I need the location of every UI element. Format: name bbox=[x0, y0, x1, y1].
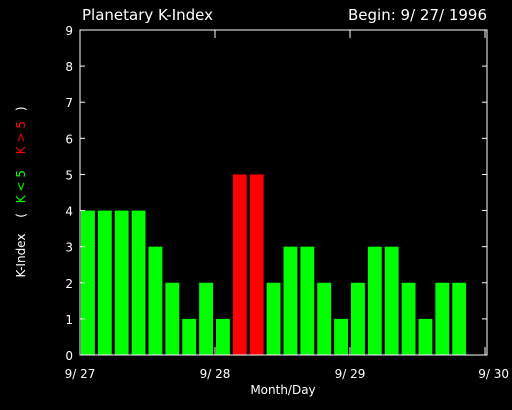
chart-title: Planetary K-Index bbox=[82, 6, 213, 24]
y-axis-label: K-Index bbox=[14, 234, 28, 278]
k-index-bar bbox=[131, 210, 146, 355]
k-index-bar bbox=[452, 282, 467, 355]
y-tick-label: 9 bbox=[65, 24, 73, 38]
x-axis-label: Month/Day bbox=[250, 383, 315, 397]
k-index-bar bbox=[317, 282, 332, 355]
plot-frame bbox=[79, 29, 488, 356]
k-index-bar bbox=[232, 174, 247, 355]
y-axis-label-high: K > 5 bbox=[14, 121, 28, 154]
y-tick-label: 7 bbox=[65, 96, 73, 110]
x-tick-label: 9/ 27 bbox=[65, 367, 96, 381]
x-tick-label: 9/ 28 bbox=[200, 367, 231, 381]
y-axis-label-close-paren: ) bbox=[14, 106, 28, 111]
y-tick-label: 3 bbox=[65, 241, 73, 255]
k-index-bar bbox=[114, 210, 129, 355]
bar-series bbox=[81, 174, 467, 355]
y-tick-label: 8 bbox=[65, 60, 73, 74]
k-index-bar bbox=[384, 246, 399, 355]
k-index-bar bbox=[182, 318, 197, 355]
y-tick-label: 5 bbox=[65, 168, 73, 182]
k-index-bar bbox=[300, 246, 315, 355]
k-index-bar bbox=[283, 246, 298, 355]
y-axis-label-open-paren: ( bbox=[14, 213, 28, 218]
x-tick-label: 9/ 29 bbox=[335, 367, 366, 381]
y-tick-label: 6 bbox=[65, 132, 73, 146]
k-index-bar bbox=[97, 210, 112, 355]
y-tick-label: 0 bbox=[65, 349, 73, 363]
k-index-bar bbox=[148, 246, 163, 355]
y-tick-label: 1 bbox=[65, 313, 73, 327]
k-index-bar bbox=[351, 282, 365, 355]
x-tick-label: 9/ 30 bbox=[478, 367, 509, 381]
svg-text:K-Index ( K < 5: K-Index ( K < 5 K > 5 ) bbox=[14, 106, 28, 277]
k-index-bar bbox=[367, 246, 382, 355]
k-index-bar bbox=[199, 282, 214, 355]
k-index-bar bbox=[266, 282, 281, 355]
y-axis-label-group: K-Index ( K < 5 K > 5 ) bbox=[14, 106, 28, 277]
y-tick-label: 2 bbox=[65, 277, 73, 291]
x-axis: 9/ 27 9/ 28 9/ 29 9/ 30 bbox=[65, 30, 509, 381]
k-index-bar bbox=[249, 174, 264, 355]
y-tick-label: 4 bbox=[65, 205, 73, 219]
k-index-bar bbox=[216, 318, 230, 355]
y-axis-label-low: K < 5 bbox=[14, 170, 28, 203]
k-index-bar bbox=[334, 318, 349, 355]
k-index-bar bbox=[401, 282, 416, 355]
begin-date-label: Begin: 9/ 27/ 1996 bbox=[348, 6, 487, 24]
k-index-bar bbox=[418, 318, 433, 355]
k-index-bar bbox=[435, 282, 450, 355]
k-index-bar bbox=[165, 282, 180, 355]
